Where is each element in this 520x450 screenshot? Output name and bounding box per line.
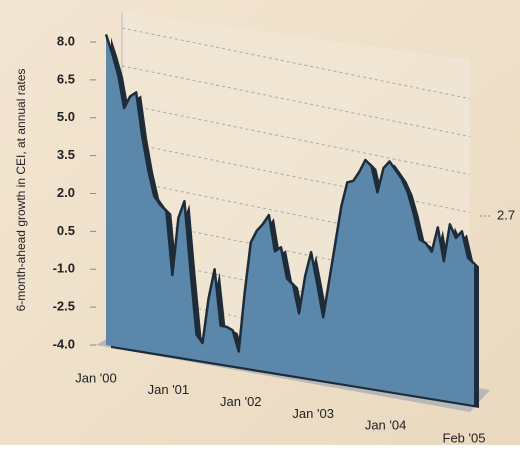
y-tick-label: 3.5 bbox=[57, 147, 75, 162]
area-line bbox=[104, 34, 475, 353]
y-tick-label: 0.5 bbox=[57, 223, 75, 238]
y-tick-label: 8.0 bbox=[57, 33, 75, 48]
grid-line bbox=[121, 65, 471, 138]
grid-line bbox=[121, 27, 471, 100]
grid-line bbox=[121, 103, 471, 175]
x-tick-label: Jan '03 bbox=[292, 406, 334, 421]
annotation: 2.7 bbox=[497, 207, 515, 222]
y-axis-label: 6-month-ahead growth in CEI, at annual r… bbox=[14, 69, 28, 312]
y-tick-label: 6.5 bbox=[57, 71, 75, 86]
x-tick-label: Jan '02 bbox=[220, 394, 262, 409]
x-tick-label: Feb '05 bbox=[443, 430, 486, 445]
x-tick-label: Jan '00 bbox=[75, 370, 117, 385]
x-tick-label: Jan '01 bbox=[148, 382, 190, 397]
y-tick-label: -2.5 bbox=[53, 299, 75, 314]
y-tick-label: 5.0 bbox=[57, 109, 75, 124]
x-tick-label: Jan '04 bbox=[365, 418, 407, 433]
y-tick-label: 2.0 bbox=[57, 185, 75, 200]
area bbox=[106, 34, 474, 406]
y-tick-label: -4.0 bbox=[53, 336, 75, 351]
y-tick-label: -1.0 bbox=[53, 261, 75, 276]
